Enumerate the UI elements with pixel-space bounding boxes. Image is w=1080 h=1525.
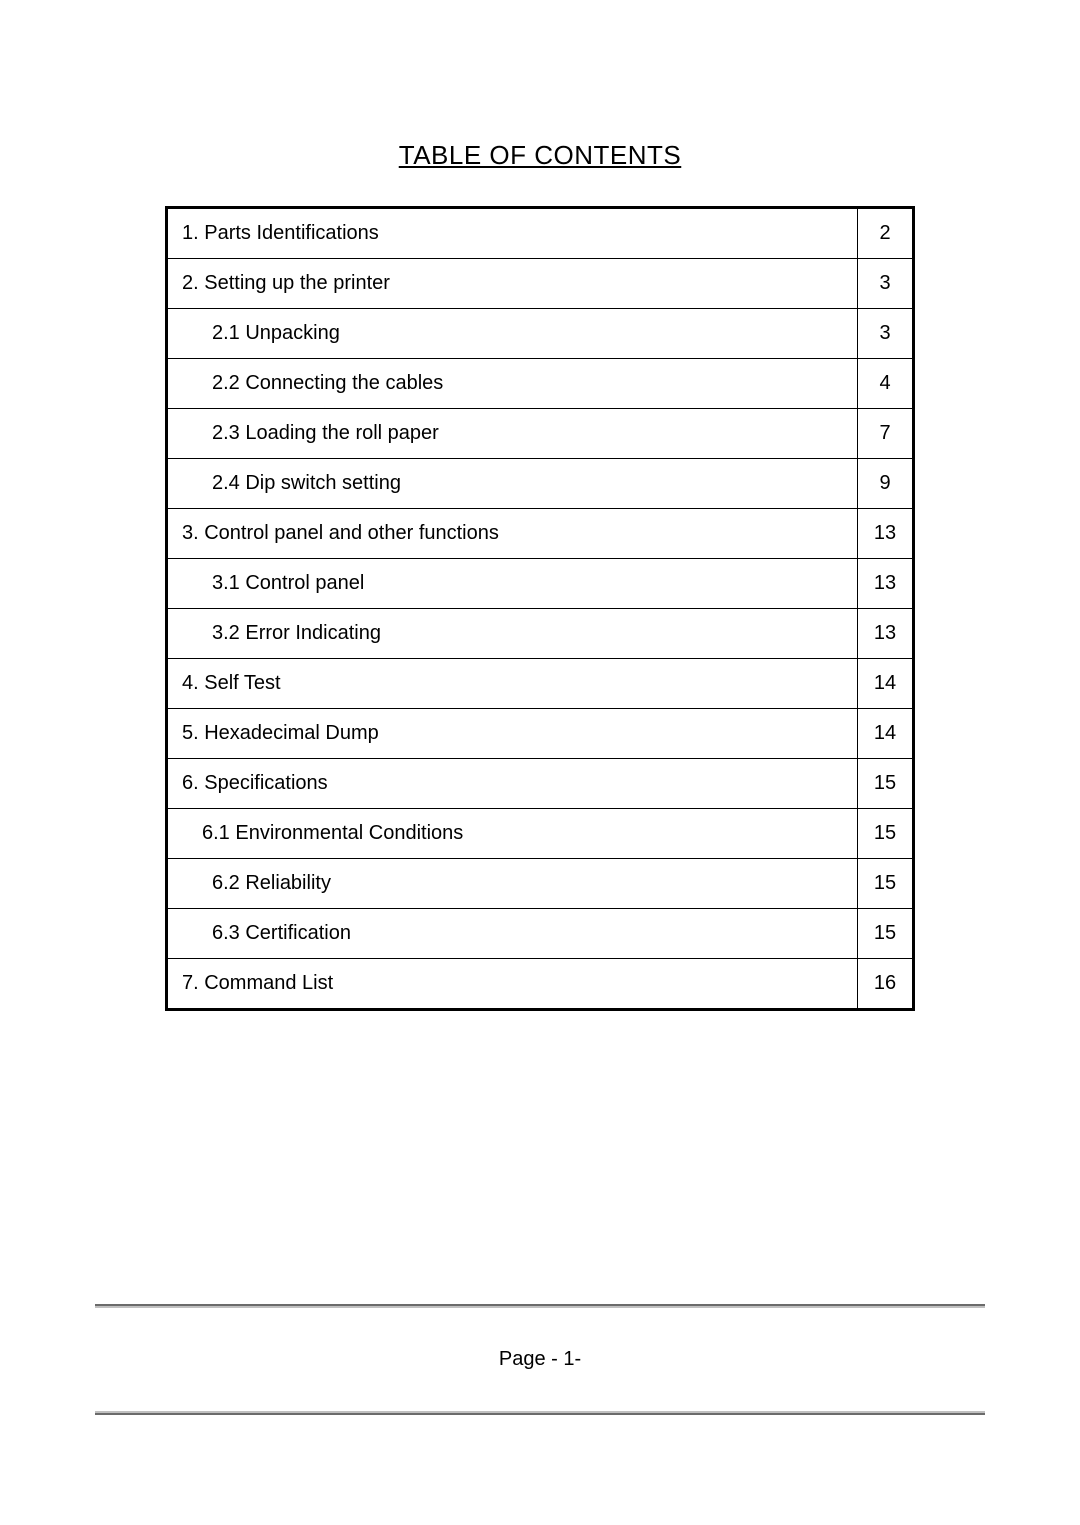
toc-entry-label: 2.1 Unpacking [167,309,858,359]
toc-entry-label: 2.3 Loading the roll paper [167,409,858,459]
toc-entry-page: 3 [858,259,914,309]
table-row: 2. Setting up the printer3 [167,259,914,309]
table-row: 3.2 Error Indicating13 [167,609,914,659]
table-row: 2.3 Loading the roll paper7 [167,409,914,459]
table-row: 3.1 Control panel13 [167,559,914,609]
page-number: Page - 1- [95,1348,985,1371]
table-row: 1. Parts Identifications2 [167,208,914,259]
toc-entry-page: 15 [858,909,914,959]
toc-entry-label: 5. Hexadecimal Dump [167,709,858,759]
toc-entry-page: 16 [858,959,914,1010]
toc-entry-label: 3.1 Control panel [167,559,858,609]
toc-entry-page: 9 [858,459,914,509]
toc-entry-label: 1. Parts Identifications [167,208,858,259]
toc-entry-label: 2. Setting up the printer [167,259,858,309]
toc-entry-label: 2.4 Dip switch setting [167,459,858,509]
toc-entry-page: 15 [858,809,914,859]
footer-rule-top [95,1304,985,1308]
page-title: TABLE OF CONTENTS [165,140,915,171]
toc-entry-page: 4 [858,359,914,409]
table-row: 2.1 Unpacking3 [167,309,914,359]
toc-entry-page: 14 [858,709,914,759]
toc-entry-page: 14 [858,659,914,709]
toc-entry-label: 6. Specifications [167,759,858,809]
table-row: 2.2 Connecting the cables4 [167,359,914,409]
toc-entry-page: 13 [858,609,914,659]
table-row: 5. Hexadecimal Dump14 [167,709,914,759]
table-row: 6.3 Certification15 [167,909,914,959]
table-row: 3. Control panel and other functions13 [167,509,914,559]
toc-entry-label: 3. Control panel and other functions [167,509,858,559]
page-footer: Page - 1- [95,1304,985,1415]
table-row: 7. Command List16 [167,959,914,1010]
toc-entry-label: 2.2 Connecting the cables [167,359,858,409]
toc-entry-label: 4. Self Test [167,659,858,709]
toc-entry-page: 13 [858,559,914,609]
toc-entry-page: 3 [858,309,914,359]
toc-body: 1. Parts Identifications22. Setting up t… [167,208,914,1010]
toc-entry-page: 7 [858,409,914,459]
toc-entry-page: 15 [858,759,914,809]
table-row: 6. Specifications15 [167,759,914,809]
table-row: 6.1 Environmental Conditions15 [167,809,914,859]
toc-table: 1. Parts Identifications22. Setting up t… [165,206,915,1011]
table-row: 4. Self Test14 [167,659,914,709]
toc-entry-label: 6.1 Environmental Conditions [167,809,858,859]
table-row: 6.2 Reliability15 [167,859,914,909]
toc-entry-label: 3.2 Error Indicating [167,609,858,659]
toc-entry-label: 6.2 Reliability [167,859,858,909]
toc-entry-page: 2 [858,208,914,259]
toc-entry-page: 13 [858,509,914,559]
toc-entry-label: 7. Command List [167,959,858,1010]
footer-rule-bottom [95,1411,985,1415]
toc-entry-label: 6.3 Certification [167,909,858,959]
table-row: 2.4 Dip switch setting9 [167,459,914,509]
toc-entry-page: 15 [858,859,914,909]
